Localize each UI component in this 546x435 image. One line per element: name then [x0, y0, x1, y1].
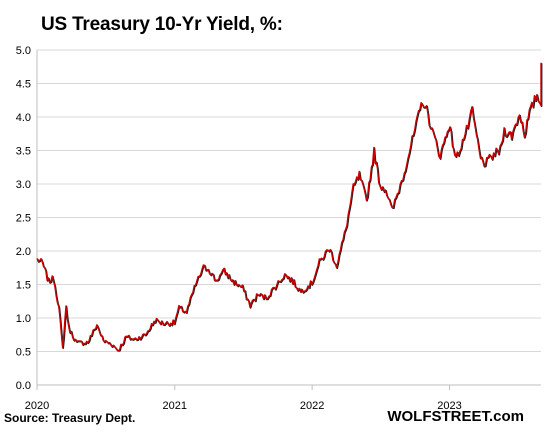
grid — [37, 49, 541, 352]
x-tick-label: 2023 — [437, 400, 461, 412]
y-tick-labels: 0.0 0.5 1.0 1.5 2.0 2.5 3.0 3.5 4.0 4.5 5.0 — [16, 45, 31, 392]
series-lines — [36, 62, 543, 352]
x-tick-label: 2022 — [300, 400, 324, 412]
y-tick-label: 2.5 — [16, 213, 31, 225]
y-tick-label: 3.0 — [16, 179, 31, 191]
x-tick-label: 2020 — [25, 400, 49, 412]
chart-title: US Treasury 10-Yr Yield, %: — [41, 14, 283, 35]
y-tick-label: 0.0 — [16, 380, 31, 392]
series-line — [36, 62, 542, 352]
y-tick-label: 5.0 — [16, 45, 31, 57]
source-note: Source: Treasury Dept. — [4, 411, 136, 425]
y-tick-label: 1.5 — [16, 280, 31, 292]
y-tick-label: 2.0 — [16, 246, 31, 258]
y-tick-label: 4.5 — [16, 79, 31, 91]
x-tick-label: 2021 — [163, 400, 187, 412]
y-tick-label: 0.5 — [16, 347, 31, 359]
x-tick-labels: 2020 2021 2022 2023 — [25, 400, 462, 412]
y-tick-label: 1.0 — [16, 313, 31, 325]
series-line-shadow — [36, 63, 543, 352]
y-tick-label: 4.0 — [16, 112, 31, 124]
y-tick-label: 3.5 — [16, 146, 31, 158]
brand-logo-text: WOLFSTREET.com — [387, 408, 524, 425]
axes — [36, 50, 541, 390]
